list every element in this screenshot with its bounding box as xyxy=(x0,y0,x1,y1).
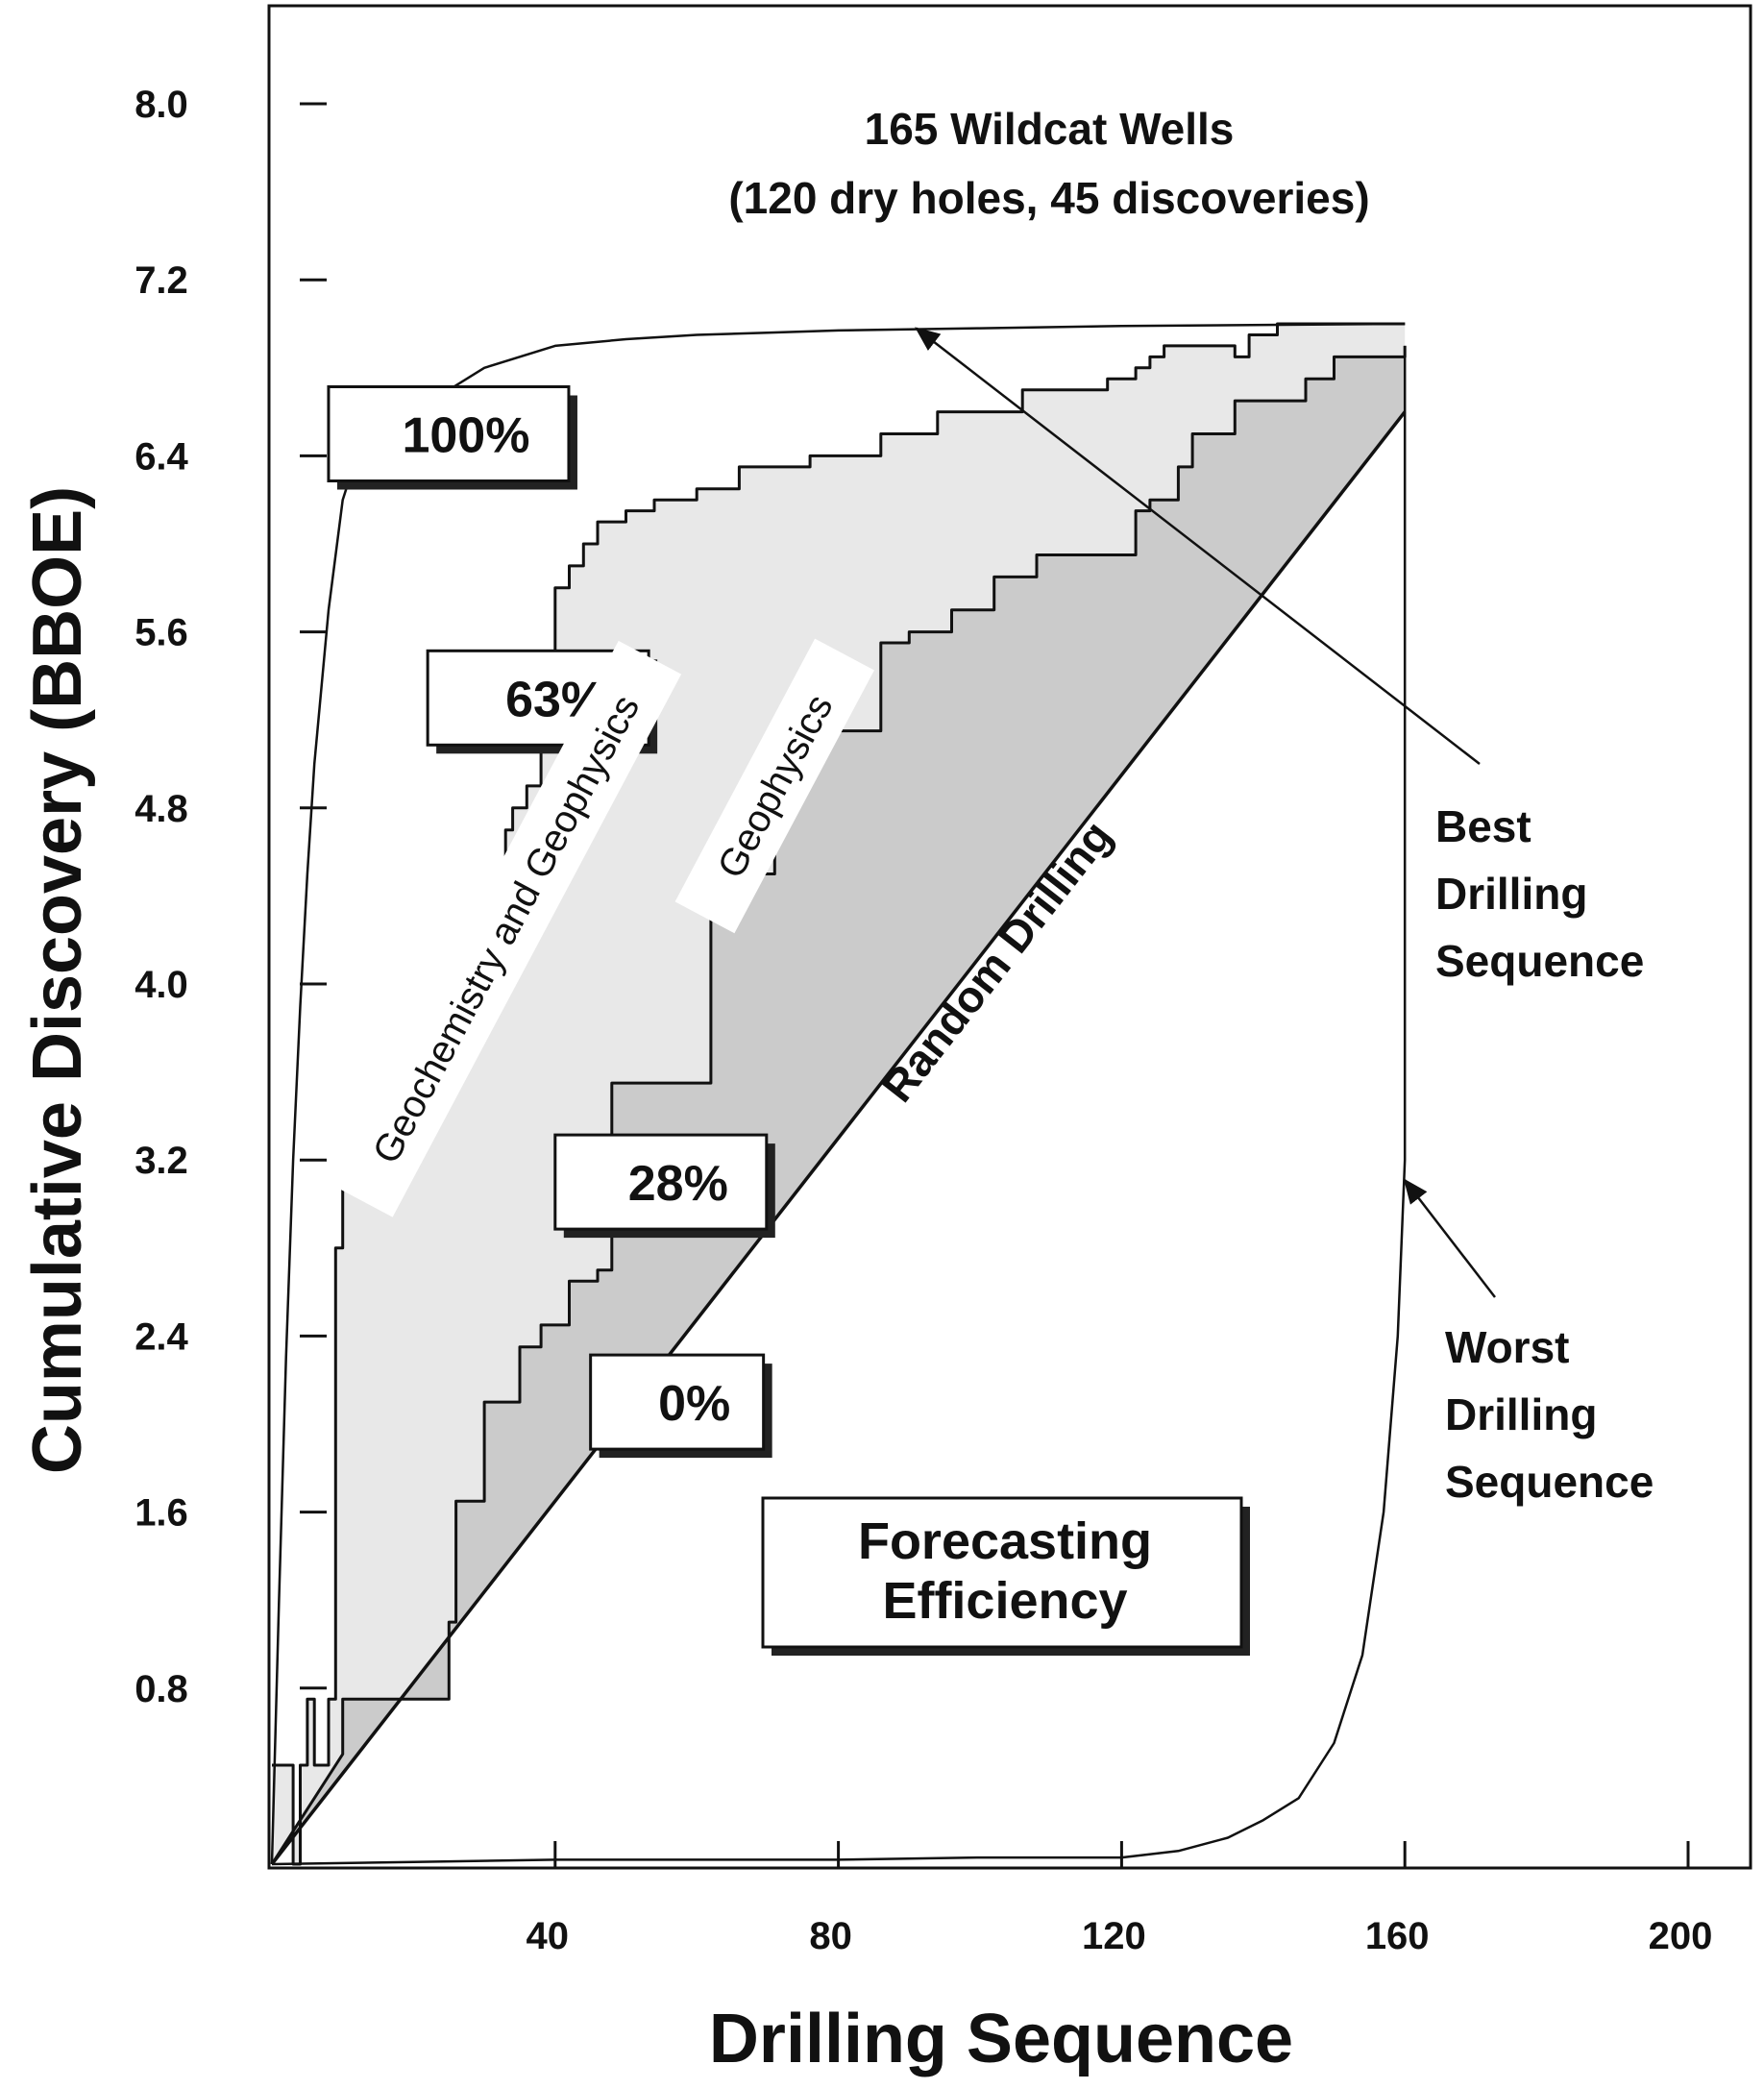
best-sequence-label-line: Sequence xyxy=(1435,936,1644,986)
y-tick-label: 5.6 xyxy=(135,612,188,654)
x-tick-label: 200 xyxy=(1649,1915,1713,1957)
x-tick-label: 120 xyxy=(1082,1915,1146,1957)
band-label-strip xyxy=(674,638,874,934)
forecasting-box xyxy=(761,1496,1243,1649)
y-tick-label: 3.2 xyxy=(135,1140,188,1182)
percent-box-label: 28% xyxy=(628,1156,728,1212)
series-line-worst-drilling-sequence xyxy=(271,345,1407,1866)
plot-frame xyxy=(267,4,1752,1870)
worst-sequence-arrow xyxy=(1403,1178,1496,1298)
worst-sequence-label-line: Sequence xyxy=(1445,1457,1654,1507)
y-tick-label: 2.4 xyxy=(135,1315,188,1358)
x-tick-label: 160 xyxy=(1365,1915,1430,1957)
percent-box xyxy=(327,385,571,482)
x-tick-label: 40 xyxy=(527,1915,570,1957)
x-tick-label: 80 xyxy=(809,1915,852,1957)
y-tick-label: 8.0 xyxy=(135,84,188,126)
worst-sequence-label-line: Drilling xyxy=(1445,1389,1597,1439)
x-axis-title: Drilling Sequence xyxy=(709,2001,1293,2077)
percent-box xyxy=(589,1353,766,1451)
percent-box-label: 0% xyxy=(658,1376,730,1432)
y-tick-label: 4.0 xyxy=(135,964,188,1006)
series-line-random-drilling xyxy=(270,410,1407,1866)
chart-title: 165 Wildcat Wells xyxy=(865,104,1235,154)
percent-box-label: 100% xyxy=(402,408,529,464)
chart-subtitle: (120 dry holes, 45 discoveries) xyxy=(728,173,1369,223)
y-tick-label: 7.2 xyxy=(135,259,188,302)
best-sequence-label-line: Drilling xyxy=(1435,869,1587,919)
y-tick-label: 0.8 xyxy=(135,1668,188,1710)
percent-box xyxy=(553,1133,769,1231)
forecasting-label-line: Efficiency xyxy=(882,1572,1127,1630)
geophysics-band xyxy=(272,345,1406,1864)
y-tick-label: 6.4 xyxy=(135,435,188,478)
best-sequence-label-line: Best xyxy=(1435,801,1531,851)
y-axis-title: Cumulative Discovery (BBOE) xyxy=(19,486,96,1474)
best-sequence-arrow xyxy=(915,327,1481,765)
y-tick-label: 1.6 xyxy=(135,1492,188,1535)
band-label-strip xyxy=(330,640,682,1217)
y-tick-label: 4.8 xyxy=(135,788,188,830)
worst-sequence-label-line: Worst xyxy=(1445,1322,1570,1372)
forecasting-label-line: Forecasting xyxy=(858,1512,1152,1570)
